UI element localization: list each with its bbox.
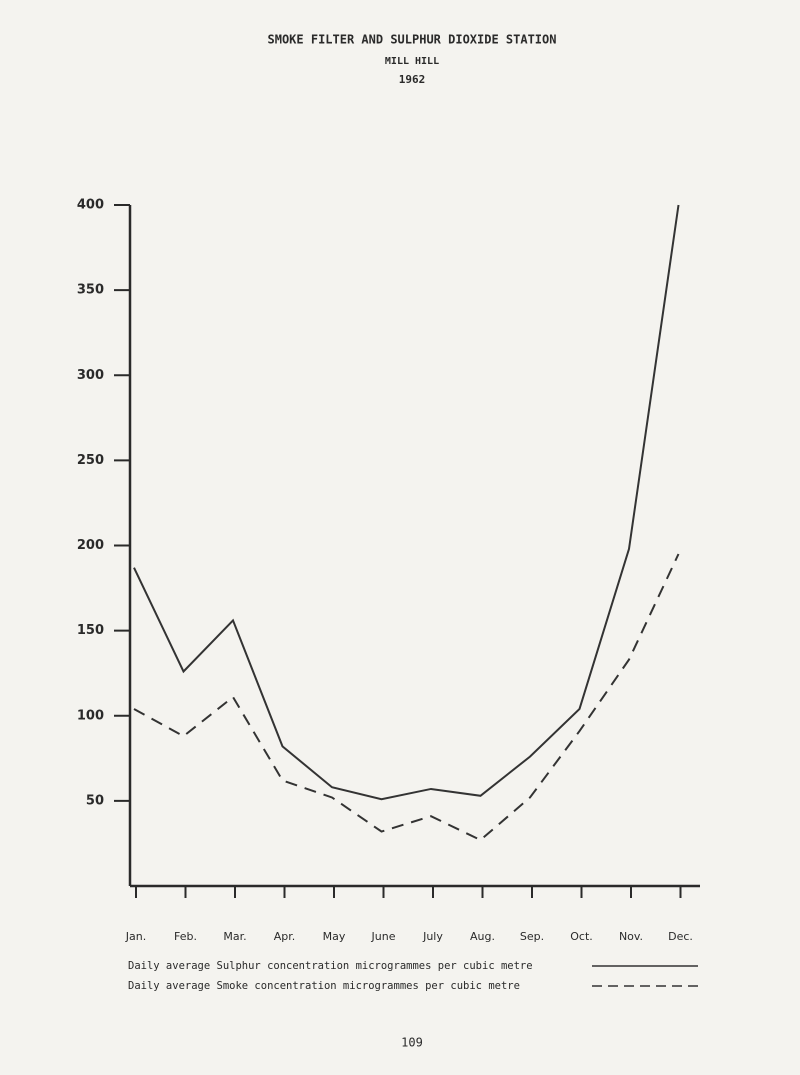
x-tick-label: Aug.	[470, 930, 495, 943]
y-tick-label: 250	[77, 453, 104, 468]
x-tick-label: Sep.	[520, 930, 544, 943]
series-line	[133, 553, 680, 842]
y-tick-label: 50	[86, 793, 104, 808]
x-tick-label: Jan.	[125, 930, 146, 943]
y-tick-label: 100	[77, 708, 104, 723]
x-tick-label: Dec.	[668, 930, 693, 943]
series-line	[133, 204, 680, 801]
x-tick-label: Apr.	[274, 930, 296, 943]
y-tick-label: 350	[77, 283, 104, 298]
x-tick-label: June	[371, 930, 396, 943]
x-tick-label: Oct.	[570, 930, 593, 943]
y-tick-label: 300	[77, 368, 104, 383]
x-tick-label: Mar.	[223, 930, 246, 943]
y-tick-label: 400	[77, 198, 104, 213]
x-tick-label: May	[323, 930, 346, 943]
page-number: 109	[401, 1036, 423, 1050]
chart-subtitle: MILL HILL	[385, 56, 439, 67]
chart-title: SMOKE FILTER AND SULPHUR DIOXIDE STATION	[268, 33, 557, 47]
x-tick-label: Feb.	[174, 930, 197, 943]
y-tick-label: 150	[77, 623, 104, 638]
legend-label: Daily average Smoke concentration microg…	[128, 980, 520, 992]
x-tick-label: Nov.	[619, 930, 643, 943]
legend-label: Daily average Sulphur concentration micr…	[128, 960, 533, 972]
y-tick-label: 200	[77, 538, 104, 553]
x-tick-label: July	[422, 930, 443, 943]
chart-year: 1962	[399, 73, 426, 86]
